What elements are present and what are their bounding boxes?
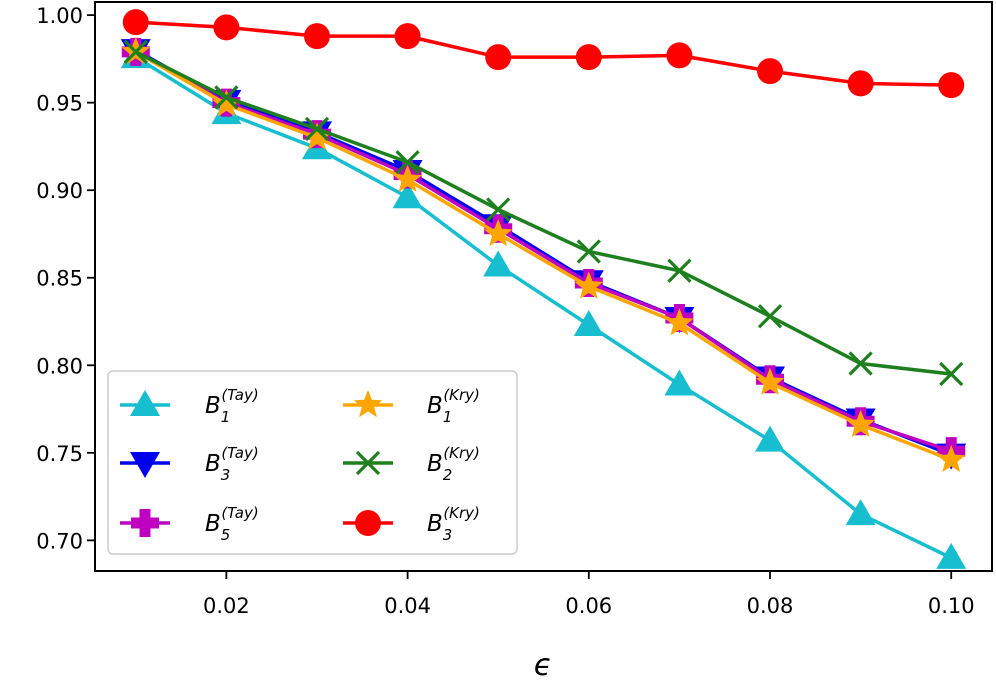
series-line-b1-tay (134, 55, 952, 560)
x-axis: 0.02 0.04 0.06 0.08 0.10 (203, 571, 975, 618)
series-line-b5-tay (134, 50, 952, 453)
data-point-b1-kry-10 (936, 444, 966, 472)
data-point-b2-kry-2 (214, 85, 239, 110)
legend-marker (355, 450, 381, 476)
series-b3-kry (122, 9, 965, 99)
y-tick-label: 0.85 (36, 267, 83, 291)
legend-label: B2(Kry) (427, 444, 480, 484)
data-point-b3-kry-3 (303, 23, 330, 50)
x-tick-label: 0.02 (203, 594, 250, 618)
data-point-b1-tay-4 (392, 182, 423, 209)
data-point-b2-kry-4 (395, 150, 420, 175)
data-point-b1-tay-5 (483, 250, 514, 277)
y-axis: 0.70 0.75 0.80 0.85 0.90 0.95 1.00 (36, 4, 95, 553)
legend-marker (131, 509, 159, 537)
legend-marker (353, 390, 383, 418)
data-point-b2-kry-10 (939, 361, 964, 387)
data-point-b1-kry-8 (755, 367, 785, 395)
y-tick-label: 0.80 (36, 354, 83, 378)
data-point-b2-kry-8 (757, 304, 783, 329)
y-tick-label: 0.75 (36, 442, 83, 466)
data-point-b3-kry-7 (666, 42, 693, 69)
data-point-b2-kry-9 (848, 351, 873, 376)
series-line-b3-kry (135, 20, 952, 87)
y-tick-label: 0.90 (36, 179, 83, 203)
y-tick-label: 1.00 (36, 4, 83, 28)
x-tick-label: 0.10 (928, 594, 975, 618)
legend-label: B1(Kry) (427, 386, 480, 426)
legend-entry-b5-tay: B5(Tay) (120, 504, 259, 544)
legend-frame (107, 370, 518, 555)
data-point-b1-kry-9 (846, 409, 875, 437)
y-tick-label: 0.70 (36, 529, 83, 553)
x-axis-label: ϵ (534, 648, 552, 683)
x-tick-label: 0.08 (747, 594, 794, 618)
axes-frame (94, 1, 993, 572)
series-b2-kry (123, 39, 964, 387)
data-point-b3-kry-9 (847, 70, 874, 97)
data-point-b3-kry-1 (122, 9, 149, 36)
legend: B1(Tay) B3(Tay) B5(Tay) B1(Kry) B2(Kry) B3(Kr… (107, 370, 518, 555)
data-point-b1-kry-6 (574, 271, 604, 299)
legend-label: B5(Tay) (205, 504, 259, 544)
data-point-b3-kry-2 (213, 14, 240, 41)
data-point-b1-tay-6 (573, 310, 604, 337)
data-point-b3-kry-8 (757, 58, 784, 85)
legend-marker (130, 390, 160, 416)
data-point-b2-kry-5 (486, 197, 511, 222)
data-point-b1-kry-7 (665, 308, 694, 336)
data-point-b1-kry-5 (483, 218, 513, 247)
data-point-b1-tay-10 (936, 542, 967, 569)
data-point-b1-kry-2 (212, 89, 241, 117)
plot-series (120, 9, 967, 569)
data-point-b1-tay-7 (664, 369, 695, 396)
data-point-b2-kry-3 (304, 116, 330, 142)
x-tick-label: 0.04 (384, 594, 431, 618)
series-line-b1-kry (134, 50, 952, 462)
data-point-b1-tay-8 (755, 425, 786, 452)
data-point-b3-kry-4 (394, 23, 421, 50)
series-line-b2-kry (134, 50, 952, 376)
y-tick-label: 0.95 (36, 92, 83, 116)
data-point-b2-kry-6 (576, 239, 601, 264)
legend-entry-b1-kry: B1(Kry) (343, 386, 480, 426)
legend-marker (355, 510, 381, 536)
data-point-b2-kry-7 (667, 258, 692, 283)
legend-entry-b3-tay: B3(Tay) (120, 444, 259, 484)
data-point-b2-kry-1 (123, 39, 148, 65)
legend-label: B1(Tay) (205, 386, 259, 426)
x-tick-label: 0.06 (565, 594, 612, 618)
legend-entry-b3-kry: B3(Kry) (343, 504, 480, 544)
data-point-b3-kry-6 (575, 44, 602, 71)
legend-marker (130, 452, 160, 478)
legend-entry-b2-kry: B2(Kry) (343, 444, 480, 484)
data-point-b1-kry-4 (393, 164, 422, 192)
data-point-b3-kry-5 (485, 44, 512, 71)
legend-label: B3(Kry) (427, 504, 480, 544)
data-point-b1-kry-3 (302, 122, 332, 150)
data-point-b1-tay-9 (845, 499, 876, 526)
legend-entry-b1-tay: B1(Tay) (120, 386, 259, 426)
data-point-b3-kry-10 (938, 72, 965, 99)
legend-label: B3(Tay) (205, 444, 259, 484)
